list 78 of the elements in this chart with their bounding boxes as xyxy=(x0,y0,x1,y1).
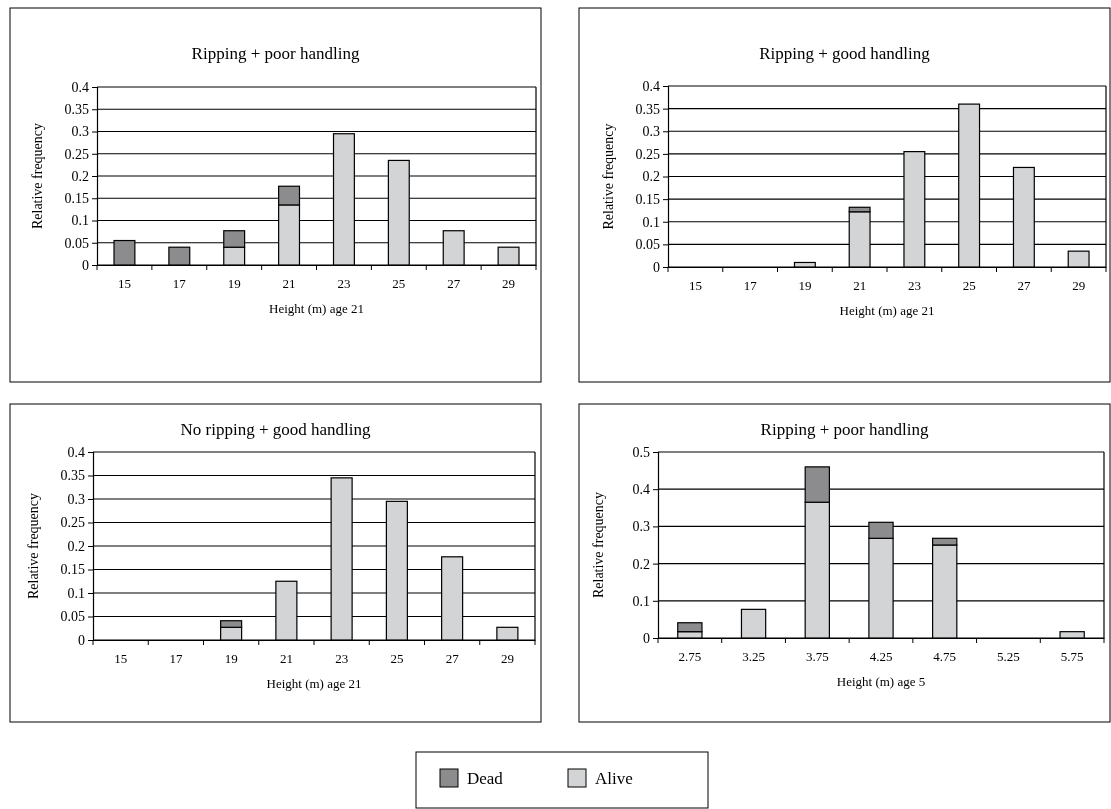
y-tick-label: 0.4 xyxy=(71,79,89,95)
y-tick-label: 0.1 xyxy=(71,213,89,229)
y-tick-label: 0.35 xyxy=(60,468,85,484)
y-tick-label: 0.2 xyxy=(632,556,650,572)
y-tick-label: 0.25 xyxy=(64,146,89,162)
y-tick-label: 0.15 xyxy=(60,562,85,578)
y-tick-label: 0 xyxy=(643,630,650,646)
legend-label: Dead xyxy=(467,769,504,788)
x-tick-label: 19 xyxy=(227,275,241,291)
x-tick-label: 19 xyxy=(798,277,812,293)
x-tick-label: 17 xyxy=(743,277,758,293)
x-tick-label: 5.25 xyxy=(997,648,1020,664)
x-tick-label: 23 xyxy=(907,277,921,293)
y-tick-label: 0.3 xyxy=(71,124,89,140)
x-tick-label: 3.25 xyxy=(742,648,765,664)
x-tick-label: 4.75 xyxy=(933,648,957,664)
y-tick-label: 0.25 xyxy=(635,146,660,162)
x-tick-label: 4.25 xyxy=(869,648,893,664)
x-tick-label: 15 xyxy=(688,277,702,293)
y-tick-label: 0.2 xyxy=(71,168,89,184)
y-tick-label: 0.4 xyxy=(632,482,650,498)
x-tick-label: 23 xyxy=(337,275,351,291)
x-tick-label: 25 xyxy=(392,275,406,291)
y-axis-title: Relative frequency xyxy=(30,122,45,230)
x-tick-label: 29 xyxy=(1072,277,1086,293)
y-tick-label: 0.3 xyxy=(642,124,660,140)
x-tick-label: 17 xyxy=(169,650,183,666)
x-tick-label: 27 xyxy=(1017,277,1031,293)
y-axis-title: Relative frequency xyxy=(591,491,606,599)
x-tick-label: 27 xyxy=(445,650,460,666)
y-tick-label: 0.3 xyxy=(632,519,650,535)
y-tick-label: 0.25 xyxy=(60,515,85,531)
y-tick-label: 0.15 xyxy=(64,191,89,207)
y-tick-label: 0.1 xyxy=(67,585,85,601)
y-tick-label: 0.2 xyxy=(67,538,85,554)
chart-title: Ripping + good handling xyxy=(759,44,931,63)
x-tick-label: 29 xyxy=(500,650,514,666)
x-tick-label: 27 xyxy=(447,275,461,291)
x-tick-label: 25 xyxy=(962,277,976,293)
y-tick-label: 0 xyxy=(82,257,89,273)
legend-label: Alive xyxy=(595,769,633,788)
y-tick-label: 0.4 xyxy=(642,78,660,94)
y-tick-label: 0.1 xyxy=(632,593,650,609)
x-axis-title: Height (m) age 21 xyxy=(266,676,362,691)
x-tick-label: 23 xyxy=(335,650,349,666)
x-tick-label: 21 xyxy=(279,650,293,666)
y-tick-label: 0.1 xyxy=(642,214,660,230)
x-tick-label: 29 xyxy=(502,275,516,291)
chart-title: Ripping + poor handling xyxy=(760,420,929,439)
x-axis-title: Height (m) age 5 xyxy=(836,674,926,689)
y-tick-label: 0.05 xyxy=(60,609,85,625)
y-tick-label: 0.35 xyxy=(635,101,660,117)
y-tick-label: 0.3 xyxy=(67,491,85,507)
x-tick-label: 25 xyxy=(390,650,404,666)
y-tick-label: 0.2 xyxy=(642,169,660,185)
y-tick-label: 0.5 xyxy=(632,444,650,460)
chart-title: Ripping + poor handling xyxy=(191,44,360,63)
x-tick-label: 17 xyxy=(172,275,187,291)
chart-title: No ripping + good handling xyxy=(180,420,371,439)
y-tick-label: 0.05 xyxy=(64,235,89,251)
x-tick-label: 2.75 xyxy=(678,648,702,664)
y-tick-label: 0.05 xyxy=(635,237,660,253)
x-tick-label: 15 xyxy=(117,275,131,291)
y-axis-title: Relative frequency xyxy=(26,492,41,600)
y-tick-label: 0 xyxy=(653,259,660,275)
x-tick-label: 15 xyxy=(114,650,128,666)
x-axis-title: Height (m) age 21 xyxy=(269,301,364,316)
y-axis-title: Relative frequency xyxy=(601,123,616,230)
x-tick-label: 21 xyxy=(282,275,296,291)
y-tick-label: 0.15 xyxy=(635,192,660,208)
x-tick-label: 21 xyxy=(853,277,867,293)
x-tick-label: 5.75 xyxy=(1060,648,1084,664)
y-tick-label: 0 xyxy=(78,632,85,648)
x-tick-label: 3.75 xyxy=(805,648,829,664)
y-tick-label: 0.4 xyxy=(67,444,85,460)
y-tick-label: 0.35 xyxy=(64,102,89,118)
x-tick-label: 19 xyxy=(224,650,238,666)
x-axis-title: Height (m) age 21 xyxy=(839,303,935,318)
